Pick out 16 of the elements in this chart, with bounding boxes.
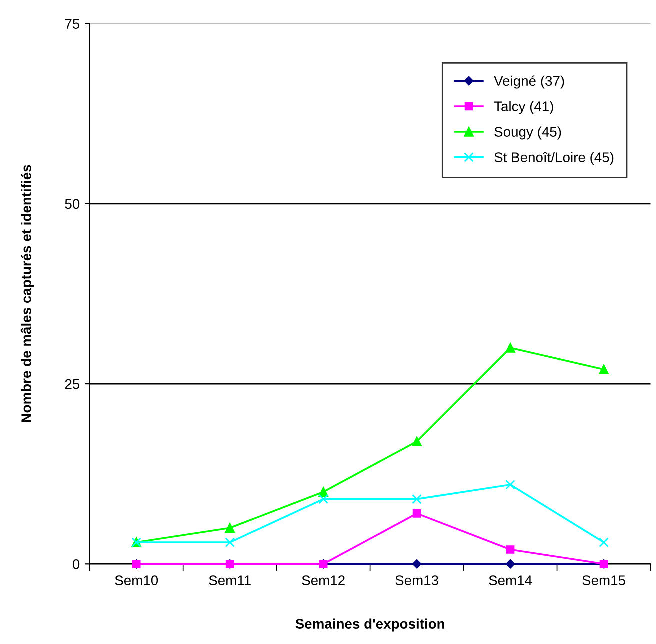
y-axis-title: Nombre de mâles capturés et identifiés <box>20 165 34 422</box>
x-axis-title: Semaines d'exposition <box>296 618 444 632</box>
y-tick-label: 75 <box>65 19 80 29</box>
y-tick-label: 0 <box>72 559 80 570</box>
x-tick-label: Sem14 <box>489 576 532 586</box>
x-tick-label: Sem15 <box>582 576 626 586</box>
x-tick-label: Sem12 <box>302 576 345 586</box>
y-tick-label: 50 <box>65 199 80 210</box>
y-tick-label: 25 <box>65 379 80 390</box>
x-tick-label: Sem13 <box>396 576 438 586</box>
legend-label: Talcy (41) <box>494 101 554 114</box>
x-tick-label: Sem10 <box>115 576 158 586</box>
legend-label: St Benoît/Loire (45) <box>494 152 614 166</box>
x-tick-label: Sem11 <box>209 576 251 586</box>
legend-label: Veigné (37) <box>494 76 564 89</box>
legend-label: Sougy (45) <box>494 126 562 140</box>
